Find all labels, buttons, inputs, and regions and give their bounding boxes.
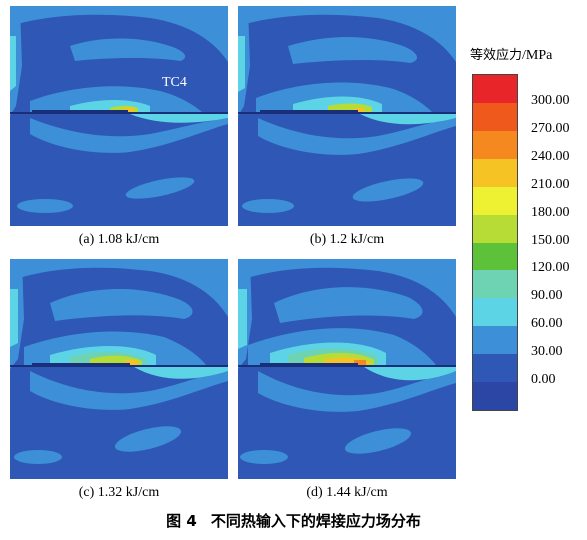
stress-contour-a	[10, 6, 228, 226]
stress-panel-c	[10, 259, 228, 479]
legend-level-label: 240.00	[531, 148, 570, 164]
panel-caption-d: (d) 1.44 kJ/cm	[306, 485, 388, 500]
legend-swatch	[473, 382, 517, 411]
legend-color-bar	[472, 74, 518, 411]
legend-level-label: 30.00	[531, 344, 563, 360]
figure-caption: 图 4 不同热输入下的焊接应力场分布	[0, 510, 587, 531]
legend-level-label: 150.00	[531, 232, 570, 248]
panel-caption-b: (b) 1.2 kJ/cm	[309, 232, 385, 247]
legend-level-label: 180.00	[531, 204, 570, 220]
legend-swatch	[473, 326, 517, 355]
stress-contour-b	[238, 6, 456, 226]
legend-swatch	[473, 298, 517, 327]
legend-swatch	[473, 158, 517, 187]
legend-swatch	[473, 130, 517, 159]
figure-title: 不同热输入下的焊接应力场分布	[210, 512, 421, 530]
legend-swatch	[473, 354, 517, 383]
stress-panel-a: TC4	[10, 6, 228, 226]
legend-title: 等效应力/MPa	[470, 44, 552, 64]
material-label: TC4	[162, 75, 187, 90]
stress-contour-c	[10, 259, 228, 479]
legend-swatch	[473, 75, 517, 103]
legend-level-label: 270.00	[531, 120, 570, 136]
legend-level-label: 0.00	[531, 372, 556, 388]
legend-swatch	[473, 102, 517, 131]
stress-panel-d	[238, 259, 456, 479]
legend-swatch	[473, 214, 517, 243]
panel-caption-a: (a) 1.08 kJ/cm	[78, 232, 160, 247]
stress-panel-b	[238, 6, 456, 226]
legend-swatch	[473, 242, 517, 271]
figure-number: 图 4	[166, 512, 197, 530]
legend-level-label: 300.00	[531, 92, 570, 108]
legend-unit: /MPa	[522, 48, 553, 63]
legend-level-label: 120.00	[531, 260, 570, 276]
stress-contour-d	[238, 259, 456, 479]
legend-level-label: 210.00	[531, 176, 570, 192]
legend-level-label: 90.00	[531, 288, 563, 304]
legend-swatch	[473, 186, 517, 215]
legend-title-text: 等效应力	[470, 48, 523, 63]
legend-swatch	[473, 270, 517, 299]
panel-caption-c: (c) 1.32 kJ/cm	[78, 485, 160, 500]
legend-level-label: 60.00	[531, 316, 563, 332]
